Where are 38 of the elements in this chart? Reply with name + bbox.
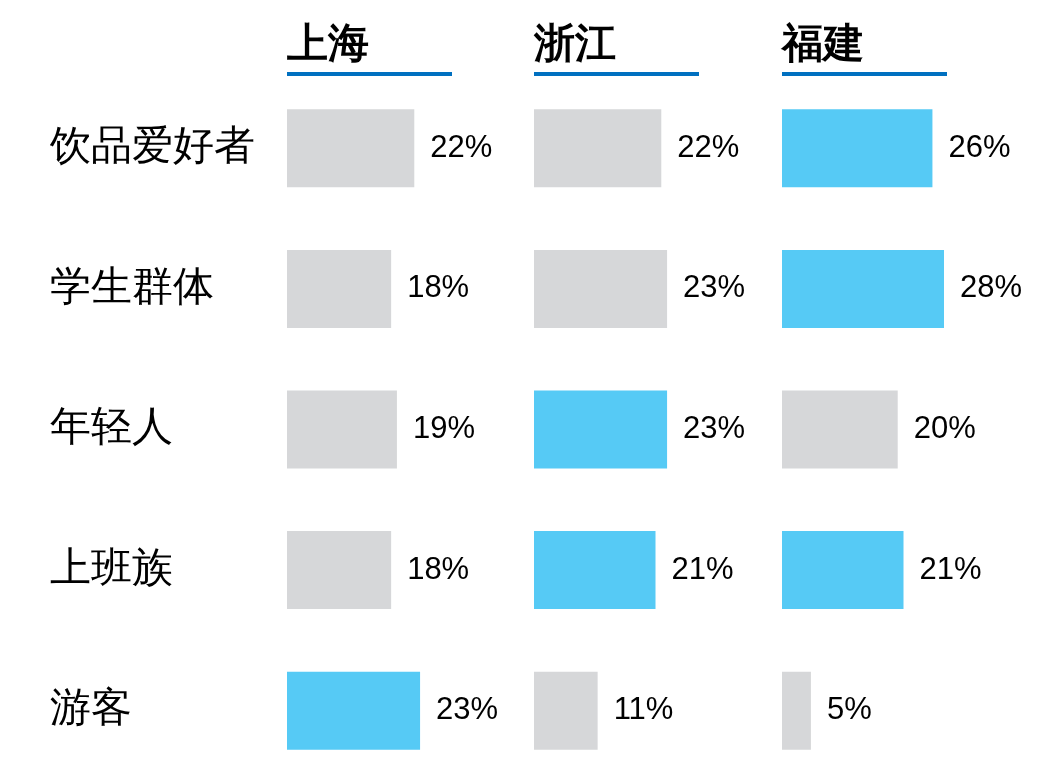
bar	[534, 531, 656, 610]
data-label: 22%	[430, 128, 493, 164]
data-label: 22%	[677, 128, 740, 164]
data-label: 28%	[960, 269, 1023, 305]
data-label: 21%	[919, 550, 982, 586]
bar	[782, 390, 898, 469]
data-label: 26%	[948, 128, 1011, 164]
bar	[782, 531, 904, 610]
y-tick-label: 年轻人	[50, 403, 173, 450]
bar	[287, 390, 397, 469]
y-tick-label: 学生群体	[50, 262, 214, 309]
bar	[287, 249, 392, 328]
data-label: 5%	[826, 691, 872, 727]
data-label: 21%	[671, 550, 734, 586]
bar	[534, 109, 662, 188]
chart-title: 上海	[287, 19, 369, 67]
y-tick-label: 上班族	[50, 543, 173, 590]
data-label: 23%	[683, 410, 746, 446]
data-label: 11%	[613, 691, 674, 727]
data-label: 18%	[407, 550, 470, 586]
data-label: 20%	[913, 410, 976, 446]
bar	[534, 671, 598, 750]
bar	[782, 109, 933, 188]
bar	[287, 671, 421, 750]
chart-title: 福建	[782, 19, 864, 67]
bar	[534, 249, 668, 328]
bar	[287, 109, 415, 188]
bar	[782, 249, 944, 328]
bar	[534, 390, 668, 469]
bar	[782, 671, 811, 750]
chart-title: 浙江	[534, 19, 616, 67]
data-label: 18%	[407, 269, 470, 305]
y-tick-label: 饮品爱好者	[49, 122, 255, 169]
data-label: 23%	[683, 269, 746, 305]
data-label: 23%	[436, 691, 499, 727]
bar	[287, 531, 392, 610]
y-tick-label: 游客	[50, 684, 132, 731]
data-label: 19%	[412, 410, 475, 446]
